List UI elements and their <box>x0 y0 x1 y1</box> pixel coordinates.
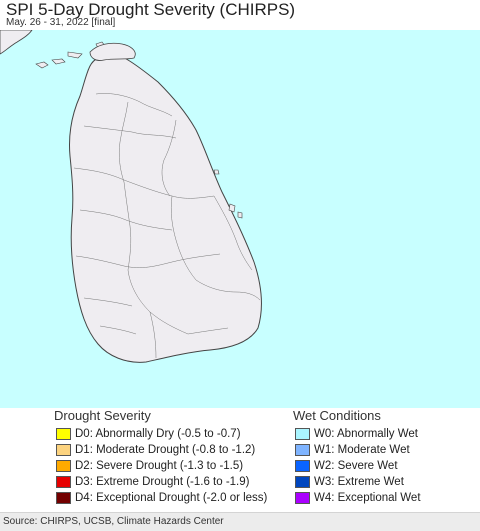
legend-item-w2: W2: Severe Wet <box>295 458 421 474</box>
legend-label: W1: Moderate Wet <box>314 444 410 456</box>
legend-label: D1: Moderate Drought (-0.8 to -1.2) <box>75 444 256 456</box>
swatch-d1 <box>56 444 71 456</box>
legend-label: W0: Abnormally Wet <box>314 428 418 440</box>
island <box>51 58 66 65</box>
sri-lanka <box>69 54 262 363</box>
wet-legend: W0: Abnormally Wet W1: Moderate Wet W2: … <box>295 426 421 506</box>
legend-label: D4: Exceptional Drought (-2.0 or less) <box>75 492 268 504</box>
india-coast <box>0 30 33 55</box>
source-credit: Source: CHIRPS, UCSB, Climate Hazards Ce… <box>3 516 224 527</box>
legend-label: W3: Extreme Wet <box>314 476 404 488</box>
legend-item-d2: D2: Severe Drought (-1.3 to -1.5) <box>56 458 267 474</box>
swatch-w2 <box>295 460 310 472</box>
legend-item-w4: W4: Exceptional Wet <box>295 490 421 506</box>
island <box>213 169 220 175</box>
legend-label: D0: Abnormally Dry (-0.5 to -0.7) <box>75 428 241 440</box>
drought-legend: D0: Abnormally Dry (-0.5 to -0.7) D1: Mo… <box>56 426 267 506</box>
footer-bar: Source: CHIRPS, UCSB, Climate Hazards Ce… <box>0 512 480 531</box>
island <box>67 51 83 59</box>
legend-item-d0: D0: Abnormally Dry (-0.5 to -0.7) <box>56 426 267 442</box>
legend-label: W4: Exceptional Wet <box>314 492 421 504</box>
legend-item-w3: W3: Extreme Wet <box>295 474 421 490</box>
jaffna-peninsula <box>89 42 136 61</box>
swatch-w3 <box>295 476 310 488</box>
swatch-d4 <box>56 492 71 504</box>
swatch-d2 <box>56 460 71 472</box>
swatch-w4 <box>295 492 310 504</box>
legend-item-w0: W0: Abnormally Wet <box>295 426 421 442</box>
wet-legend-heading: Wet Conditions <box>293 408 381 423</box>
island <box>35 61 49 69</box>
legend-item-d1: D1: Moderate Drought (-0.8 to -1.2) <box>56 442 267 458</box>
swatch-w1 <box>295 444 310 456</box>
drought-legend-heading: Drought Severity <box>54 408 151 423</box>
legend-label: D3: Extreme Drought (-1.6 to -1.9) <box>75 476 250 488</box>
legend-label: D2: Severe Drought (-1.3 to -1.5) <box>75 460 244 472</box>
island <box>237 211 243 219</box>
drought-map <box>0 30 480 408</box>
legend-item-d4: D4: Exceptional Drought (-2.0 or less) <box>56 490 267 506</box>
swatch-d0 <box>56 428 71 440</box>
map-subtitle: May. 26 - 31, 2022 [final] <box>6 17 116 28</box>
island <box>228 203 236 213</box>
legend-item-d3: D3: Extreme Drought (-1.6 to -1.9) <box>56 474 267 490</box>
map-title: SPI 5-Day Drought Severity (CHIRPS) <box>6 0 296 19</box>
district-borders <box>73 93 261 359</box>
swatch-d3 <box>56 476 71 488</box>
legend-label: W2: Severe Wet <box>314 460 398 472</box>
swatch-w0 <box>295 428 310 440</box>
legend-item-w1: W1: Moderate Wet <box>295 442 421 458</box>
